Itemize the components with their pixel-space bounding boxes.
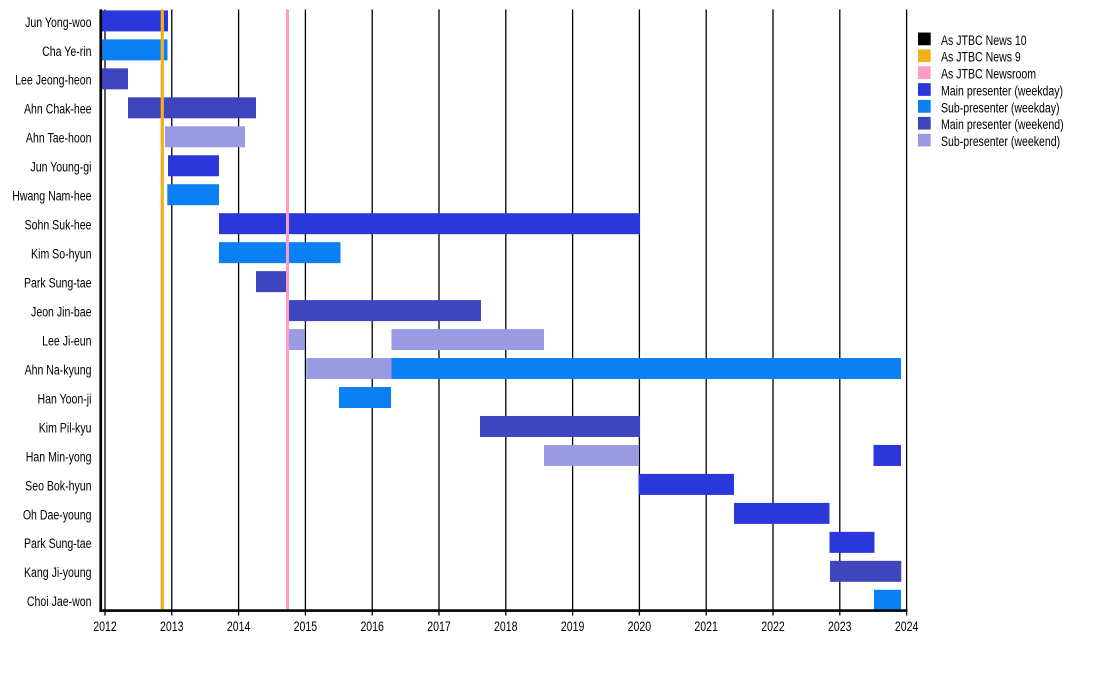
svg-text:2022: 2022	[761, 619, 785, 635]
svg-text:Hwang Nam-hee: Hwang Nam-hee	[12, 188, 91, 204]
svg-text:2017: 2017	[427, 619, 451, 635]
svg-text:Main presenter (weekday): Main presenter (weekday)	[941, 83, 1063, 99]
svg-text:Lee Jeong-heon: Lee Jeong-heon	[15, 72, 91, 88]
svg-text:2018: 2018	[494, 619, 518, 635]
svg-text:2021: 2021	[694, 619, 718, 635]
svg-text:Kim So-hyun: Kim So-hyun	[31, 246, 92, 262]
svg-text:Park Sung-tae: Park Sung-tae	[24, 275, 92, 291]
svg-text:Choi Jae-won: Choi Jae-won	[27, 594, 92, 610]
svg-text:Lee Ji-eun: Lee Ji-eun	[42, 333, 91, 349]
svg-text:Sohn Suk-hee: Sohn Suk-hee	[25, 217, 92, 233]
svg-text:As JTBC News 9: As JTBC News 9	[941, 49, 1021, 65]
svg-text:2016: 2016	[360, 619, 384, 635]
svg-text:2023: 2023	[828, 619, 852, 635]
svg-text:As JTBC News 10: As JTBC News 10	[941, 32, 1027, 48]
svg-text:Sub-presenter (weekday): Sub-presenter (weekday)	[941, 100, 1060, 116]
svg-text:Seo Bok-hyun: Seo Bok-hyun	[25, 478, 91, 494]
svg-text:Han Yoon-ji: Han Yoon-ji	[37, 391, 91, 407]
svg-text:2024: 2024	[895, 619, 919, 635]
svg-text:Main presenter (weekend): Main presenter (weekend)	[941, 117, 1064, 133]
svg-text:Kim Pil-kyu: Kim Pil-kyu	[39, 420, 92, 436]
svg-text:2020: 2020	[628, 619, 652, 635]
svg-text:2013: 2013	[160, 619, 184, 635]
svg-text:Han Min-yong: Han Min-yong	[26, 449, 92, 465]
svg-text:Ahn Tae-hoon: Ahn Tae-hoon	[26, 130, 92, 146]
svg-text:Sub-presenter (weekend): Sub-presenter (weekend)	[941, 134, 1060, 150]
svg-text:Park Sung-tae: Park Sung-tae	[24, 536, 92, 552]
svg-text:2019: 2019	[561, 619, 585, 635]
svg-text:Oh Dae-young: Oh Dae-young	[23, 507, 92, 523]
svg-text:Ahn Chak-hee: Ahn Chak-hee	[24, 101, 92, 117]
svg-text:Kang Ji-young: Kang Ji-young	[24, 565, 92, 581]
svg-text:Cha Ye-rin: Cha Ye-rin	[42, 43, 91, 59]
svg-text:As JTBC Newsroom: As JTBC Newsroom	[941, 66, 1036, 82]
svg-text:Jun Young-gi: Jun Young-gi	[30, 159, 91, 175]
svg-text:2014: 2014	[227, 619, 251, 635]
svg-text:2015: 2015	[294, 619, 318, 635]
svg-text:2012: 2012	[93, 619, 117, 635]
svg-text:Ahn Na-kyung: Ahn Na-kyung	[25, 362, 92, 378]
svg-text:Jeon Jin-bae: Jeon Jin-bae	[31, 304, 92, 320]
svg-text:Jun Yong-woo: Jun Yong-woo	[25, 14, 91, 30]
